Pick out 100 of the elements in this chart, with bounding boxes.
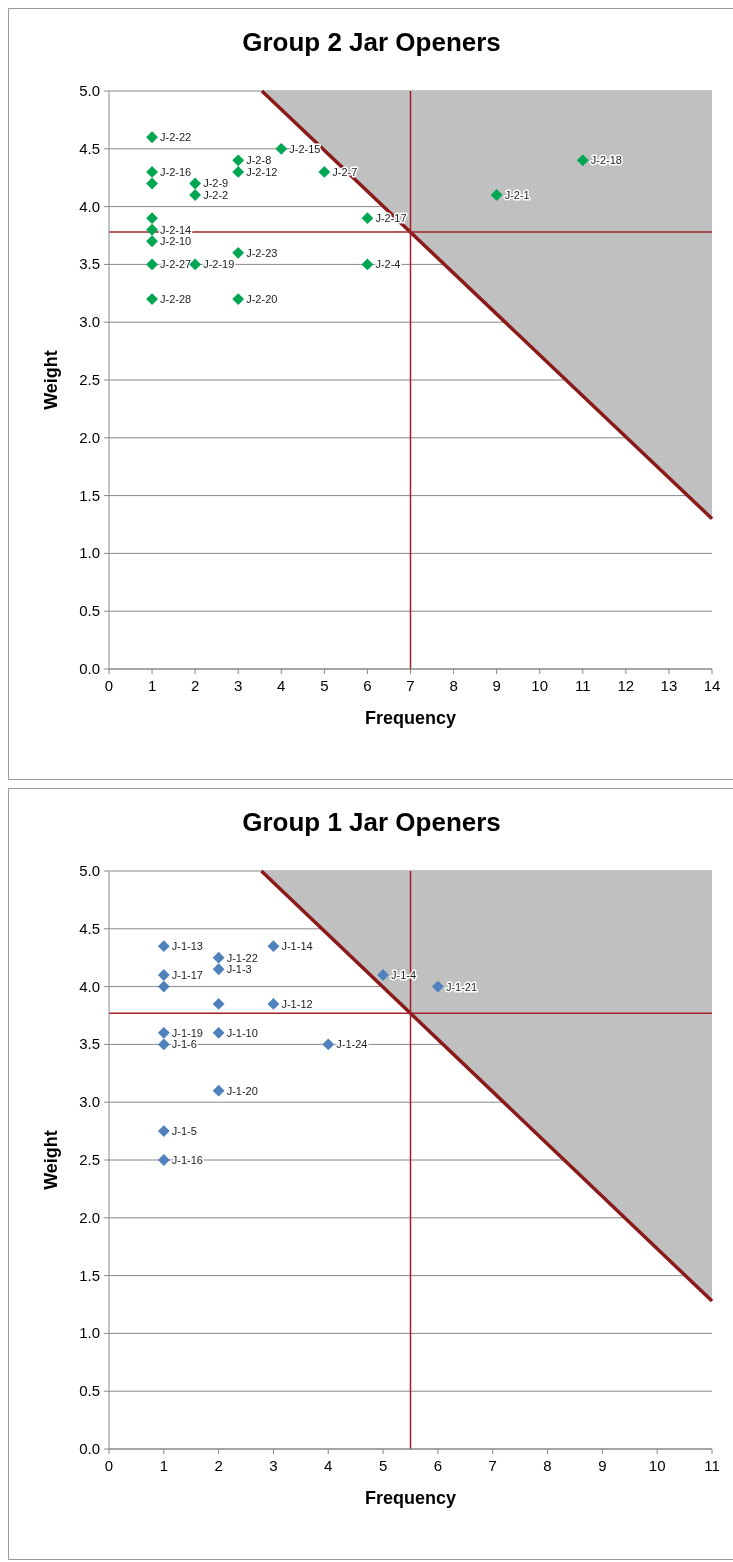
annotation: J-1-10	[226, 1026, 258, 1039]
y-tick-label: 2.0	[79, 1208, 100, 1226]
point	[212, 998, 225, 1010]
x-tick-label: 5	[320, 677, 329, 694]
x-tick-label: 2	[214, 1457, 223, 1474]
annotation: J-2-12	[246, 165, 278, 178]
x-tick-label: 10	[648, 1457, 666, 1474]
x-tick-label: 8	[543, 1457, 552, 1474]
x-axis-title: Frequency	[364, 708, 457, 728]
x-tick-label: 7	[406, 677, 415, 694]
point	[576, 154, 589, 167]
y-tick-label: 4.0	[79, 977, 100, 995]
annotation: J-2-19	[203, 258, 235, 271]
point	[146, 212, 158, 225]
x-tick-label: 2	[190, 677, 200, 694]
annotation: J-1-6	[171, 1038, 197, 1051]
annotation: J-1-20	[226, 1084, 258, 1097]
annotation: J-2-20	[246, 293, 278, 306]
x-tick-label: 11	[575, 677, 591, 694]
y-tick-label: 4.0	[79, 197, 100, 215]
x-tick-label: 3	[269, 1457, 278, 1474]
y-tick-label: 1.5	[79, 486, 100, 504]
annotation: J-2-1	[504, 189, 530, 202]
point	[275, 142, 288, 155]
y-tick-label: 0.0	[79, 1440, 100, 1457]
point	[146, 258, 158, 271]
point	[212, 951, 225, 964]
x-tick-label: 13	[660, 677, 678, 694]
annotation: J-2-23	[246, 246, 278, 259]
point	[157, 1125, 170, 1138]
x-tick-label: 3	[234, 677, 243, 694]
annotation: J-2-22	[160, 131, 192, 144]
point	[232, 293, 245, 305]
point	[377, 969, 390, 981]
annotation: J-2-4	[375, 258, 401, 271]
annotation: J-1-19	[171, 1026, 204, 1039]
annotation: J-2-16	[160, 165, 192, 178]
y-tick-label: 3.0	[79, 313, 100, 331]
point	[146, 235, 158, 248]
x-tick-label: 4	[324, 1457, 333, 1474]
x-tick-label: 7	[488, 1457, 497, 1474]
x-tick-label: 9	[598, 1457, 607, 1474]
point	[267, 940, 280, 953]
y-tick-label: 4.5	[79, 139, 100, 157]
annotation: J-1-24	[336, 1038, 368, 1051]
y-tick-label: 2.5	[79, 371, 100, 388]
annotation: J-1-14	[281, 940, 313, 953]
x-tick-label: 1	[159, 1457, 168, 1474]
x-tick-label: 6	[363, 677, 372, 694]
annotation: J-1-17	[171, 969, 204, 982]
point	[212, 1026, 225, 1039]
x-tick-label: 9	[492, 677, 501, 694]
x-tick-label: 0	[104, 677, 114, 694]
x-tick-label: 0	[104, 1457, 114, 1474]
point	[157, 969, 170, 981]
annotation: J-1-21	[445, 980, 478, 993]
annotation: J-2-28	[160, 293, 192, 306]
point	[146, 223, 158, 236]
x-tick-label: 4	[277, 677, 286, 694]
x-tick-label: 12	[617, 677, 635, 694]
point	[212, 1084, 225, 1097]
x-axis-title: Frequency	[364, 1488, 457, 1508]
point	[431, 980, 444, 993]
annotation: J-2-9	[203, 177, 229, 190]
point	[361, 258, 374, 271]
x-tick-label: 5	[378, 1457, 388, 1474]
y-tick-label: 3.0	[79, 1093, 100, 1111]
x-tick-label: 8	[449, 677, 458, 694]
annotation: J-2-18	[590, 154, 622, 167]
point	[490, 189, 503, 201]
annotation: J-1-22	[226, 951, 258, 964]
annotation: J-2-2	[203, 189, 229, 202]
x-tick-label: 11	[704, 1457, 720, 1474]
annotation: J-1-16	[171, 1154, 204, 1166]
y-tick-label: 0.5	[79, 602, 100, 620]
point	[146, 131, 158, 144]
y-tick-label: 1.0	[79, 544, 100, 562]
point	[146, 166, 158, 178]
point	[157, 1038, 170, 1051]
annotation: J-1-5	[171, 1125, 197, 1138]
annotation: J-2-15	[289, 142, 321, 155]
annotation: J-2-10	[160, 235, 192, 248]
point	[267, 998, 280, 1010]
x-tick-label: 10	[531, 677, 549, 694]
y-tick-label: 1.5	[79, 1266, 100, 1284]
point	[189, 258, 202, 271]
y-tick-label: 0.5	[79, 1382, 100, 1400]
y-tick-label: 3.5	[79, 1035, 100, 1053]
y-tick-label: 1.0	[79, 1324, 100, 1342]
point	[322, 1038, 335, 1051]
x-tick-label: 6	[433, 1457, 443, 1474]
x-tick-label: 1	[147, 677, 157, 694]
annotation: J-1-3	[226, 963, 252, 976]
point	[361, 212, 374, 225]
point	[157, 980, 170, 993]
point	[157, 940, 170, 953]
y-tick-label: 0.0	[79, 660, 100, 677]
point	[189, 177, 202, 190]
y-axis-title: Weight	[41, 1130, 61, 1190]
annotation: J-1-13	[171, 940, 204, 953]
